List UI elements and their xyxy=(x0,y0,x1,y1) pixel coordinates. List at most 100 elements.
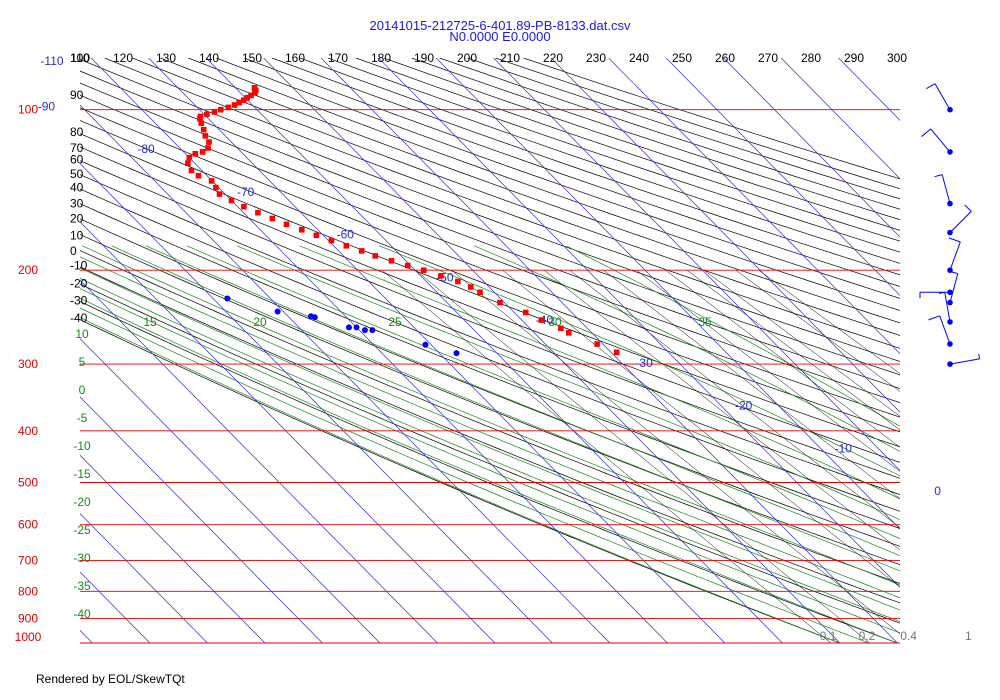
temperature-point xyxy=(231,102,238,108)
temperature-point xyxy=(204,111,210,118)
isotherm-line xyxy=(838,58,900,121)
top-axis-label: 180 xyxy=(371,51,391,65)
dewpoint-point xyxy=(353,324,360,331)
isotherm-line xyxy=(80,279,438,643)
top-axis-label: 290 xyxy=(844,51,864,65)
chart-title: 20141015-212725-6-401.89-PB-8133.dat.csv xyxy=(369,18,631,33)
temperature-point xyxy=(228,197,235,204)
dry-adiabat-line xyxy=(132,58,900,336)
dry-adiabat-line xyxy=(80,160,900,479)
dewpoint-point xyxy=(274,308,281,315)
wind-barb-staff xyxy=(949,273,959,303)
isotherm-line xyxy=(608,58,900,355)
dry-adiabat-line xyxy=(80,59,900,362)
wind-barb-point xyxy=(947,149,953,155)
temperature-point xyxy=(372,253,378,259)
moist-adiabat-line xyxy=(299,245,900,500)
dewpoint-point xyxy=(224,295,231,302)
wind-barb-flag xyxy=(938,291,945,294)
top-axis-label: 280 xyxy=(801,51,821,65)
dry-adiabat-line xyxy=(188,58,900,311)
top-axis-label: 190 xyxy=(414,51,434,65)
dry-adiabat-line xyxy=(80,301,898,643)
top-axis-label: 200 xyxy=(457,51,477,65)
dewpoint-point xyxy=(369,327,376,334)
wind-barb-staff xyxy=(949,211,972,233)
moist-adiabat-line xyxy=(80,297,898,643)
isotherm-label: -70 xyxy=(237,185,255,199)
temperature-point xyxy=(188,167,195,174)
dry-adiabat-label: -30 xyxy=(70,294,88,308)
moist-adiabat-line xyxy=(80,317,841,643)
moist-adiabat-line xyxy=(236,245,900,521)
dry-adiabat-label: 0 xyxy=(70,244,77,258)
isobars xyxy=(80,109,900,644)
dry-adiabat-label: 90 xyxy=(70,88,84,102)
top-axis-label: 260 xyxy=(715,51,735,65)
moist-adiabat-label: -15 xyxy=(73,467,91,481)
moist-adiabat-label: -25 xyxy=(73,523,91,537)
moist-adiabat-label: -35 xyxy=(73,579,91,593)
pressure-label: 900 xyxy=(18,612,38,626)
temperature-point xyxy=(477,289,483,296)
pressure-label: 300 xyxy=(18,357,38,371)
dry-adiabat-line xyxy=(80,70,900,376)
temperature-point xyxy=(218,106,224,113)
moist-adiabat-label: -30 xyxy=(73,551,91,565)
top-axis-label: 130 xyxy=(156,51,176,65)
wind-barb-flag xyxy=(928,315,940,321)
dry-adiabat-label: -20 xyxy=(70,277,88,291)
dewpoint-point xyxy=(422,341,429,348)
mixing-ratio-line xyxy=(665,270,900,448)
temperature-point xyxy=(594,341,600,347)
moist-adiabats xyxy=(80,245,900,643)
moist-adiabat-line xyxy=(186,245,900,540)
dry-adiabat-label: 50 xyxy=(70,167,84,181)
dry-adiabat-line xyxy=(80,82,900,389)
dry-adiabat-line xyxy=(104,58,900,349)
isotherm-line xyxy=(80,104,611,643)
top-axis-label: -110 xyxy=(40,54,63,68)
temperature-point xyxy=(240,97,247,103)
temperature-point xyxy=(198,120,205,126)
temperature-point xyxy=(566,330,572,336)
top-axis-label: 160 xyxy=(285,51,305,65)
temperature-point xyxy=(241,203,247,210)
dry-adiabat-line xyxy=(80,283,900,624)
dry-adiabat-label: 10 xyxy=(70,228,84,242)
dewpoint-point xyxy=(346,324,352,331)
mixing-ratio-line xyxy=(704,270,900,417)
wind-barb-flag xyxy=(964,204,972,212)
temperature-point xyxy=(328,237,335,244)
dry-adiabat-line xyxy=(80,319,841,643)
isotherm-line xyxy=(205,58,783,643)
moist-adiabat-label: 0 xyxy=(79,383,86,397)
temperature-point xyxy=(195,172,202,179)
isotherm-line xyxy=(80,338,381,643)
wind-barb-point xyxy=(947,289,953,296)
top-axis-label: 140 xyxy=(199,51,219,65)
top-axis-label: 250 xyxy=(672,51,692,65)
temperature-point xyxy=(468,284,474,290)
isotherm-label: -10 xyxy=(835,441,853,455)
moist-adiabat-line xyxy=(80,288,900,634)
dry-adiabat-line xyxy=(271,58,900,276)
temperature-point xyxy=(200,126,207,133)
pressure-label: 400 xyxy=(18,424,38,438)
temperature-point xyxy=(438,273,444,279)
mixing-ratio-line xyxy=(502,270,900,588)
pressure-label: 600 xyxy=(18,518,38,532)
top-axis-label: 240 xyxy=(629,51,649,65)
wind-barb-point xyxy=(947,200,953,207)
moist-adiabat-line xyxy=(82,245,900,586)
isotherm-line xyxy=(80,221,496,643)
dry-adiabat-line xyxy=(80,218,900,547)
axis-labels: -110 110 120 130 140 150 160 170 180 190 200 210 220… xyxy=(15,51,972,644)
temperature-point xyxy=(252,90,258,96)
pressure-label: 800 xyxy=(18,584,38,598)
wind-barb-point xyxy=(947,229,953,236)
top-axis-label: 220 xyxy=(543,51,563,65)
wind-barb-staff xyxy=(949,241,961,271)
wind-barb-point xyxy=(947,361,953,367)
temperature-point xyxy=(343,243,350,249)
